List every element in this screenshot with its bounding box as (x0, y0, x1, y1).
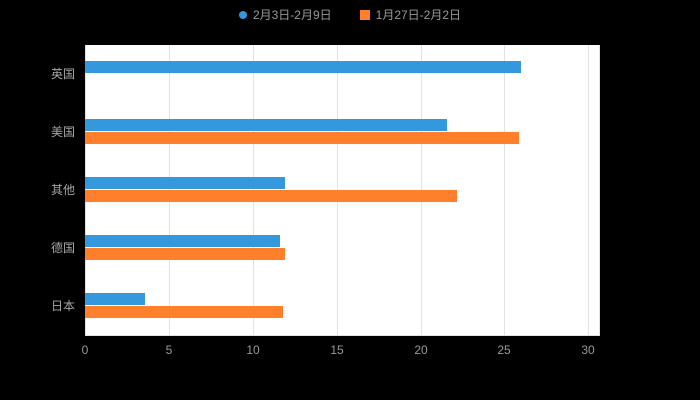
bar-s2-c2 (85, 132, 519, 144)
x-axis-tick-label: 30 (581, 343, 595, 357)
x-axis-tick-label: 10 (246, 343, 260, 357)
x-axis-tick-label: 25 (497, 343, 511, 357)
y-axis-category-label: 德国 (50, 241, 75, 255)
bar-s1-c2 (85, 119, 447, 131)
bar-s2-c3 (85, 190, 457, 202)
x-axis-tick-label: 5 (165, 343, 173, 357)
y-axis-category-label: 其他 (50, 183, 75, 197)
y-axis-category-label: 英国 (50, 67, 75, 81)
y-axis-category-label: 美国 (50, 125, 75, 139)
legend-item-period-feb3-feb9[interactable]: 2月3日-2月9日 (238, 6, 332, 23)
legend: 2月3日-2月9日 1月27日-2月2日 (0, 6, 700, 23)
bar-s1-c3 (85, 177, 285, 189)
x-axis-tick-label: 20 (414, 343, 428, 357)
legend-label: 2月3日-2月9日 (252, 8, 332, 22)
legend-label: 1月27日-2月2日 (375, 8, 462, 22)
legend-item-period-jan27-feb2[interactable]: 1月27日-2月2日 (359, 6, 462, 23)
plot-right-border (599, 45, 600, 335)
x-axis-tick-label: 0 (81, 343, 89, 357)
x-axis-tick-label: 15 (330, 343, 344, 357)
bar-s2-c4 (85, 248, 285, 260)
bar-s1-c4 (85, 235, 280, 247)
plot-area (85, 45, 600, 336)
bar-s2-c5 (85, 306, 283, 318)
gridline (588, 45, 589, 335)
bar-s1-c5 (85, 293, 145, 305)
legend-marker-circle-icon (238, 10, 247, 19)
bar-s1-c1 (85, 61, 521, 73)
gridline (504, 45, 505, 335)
y-axis-category-label: 日本 (50, 299, 75, 313)
legend-marker-square-icon (359, 9, 370, 20)
